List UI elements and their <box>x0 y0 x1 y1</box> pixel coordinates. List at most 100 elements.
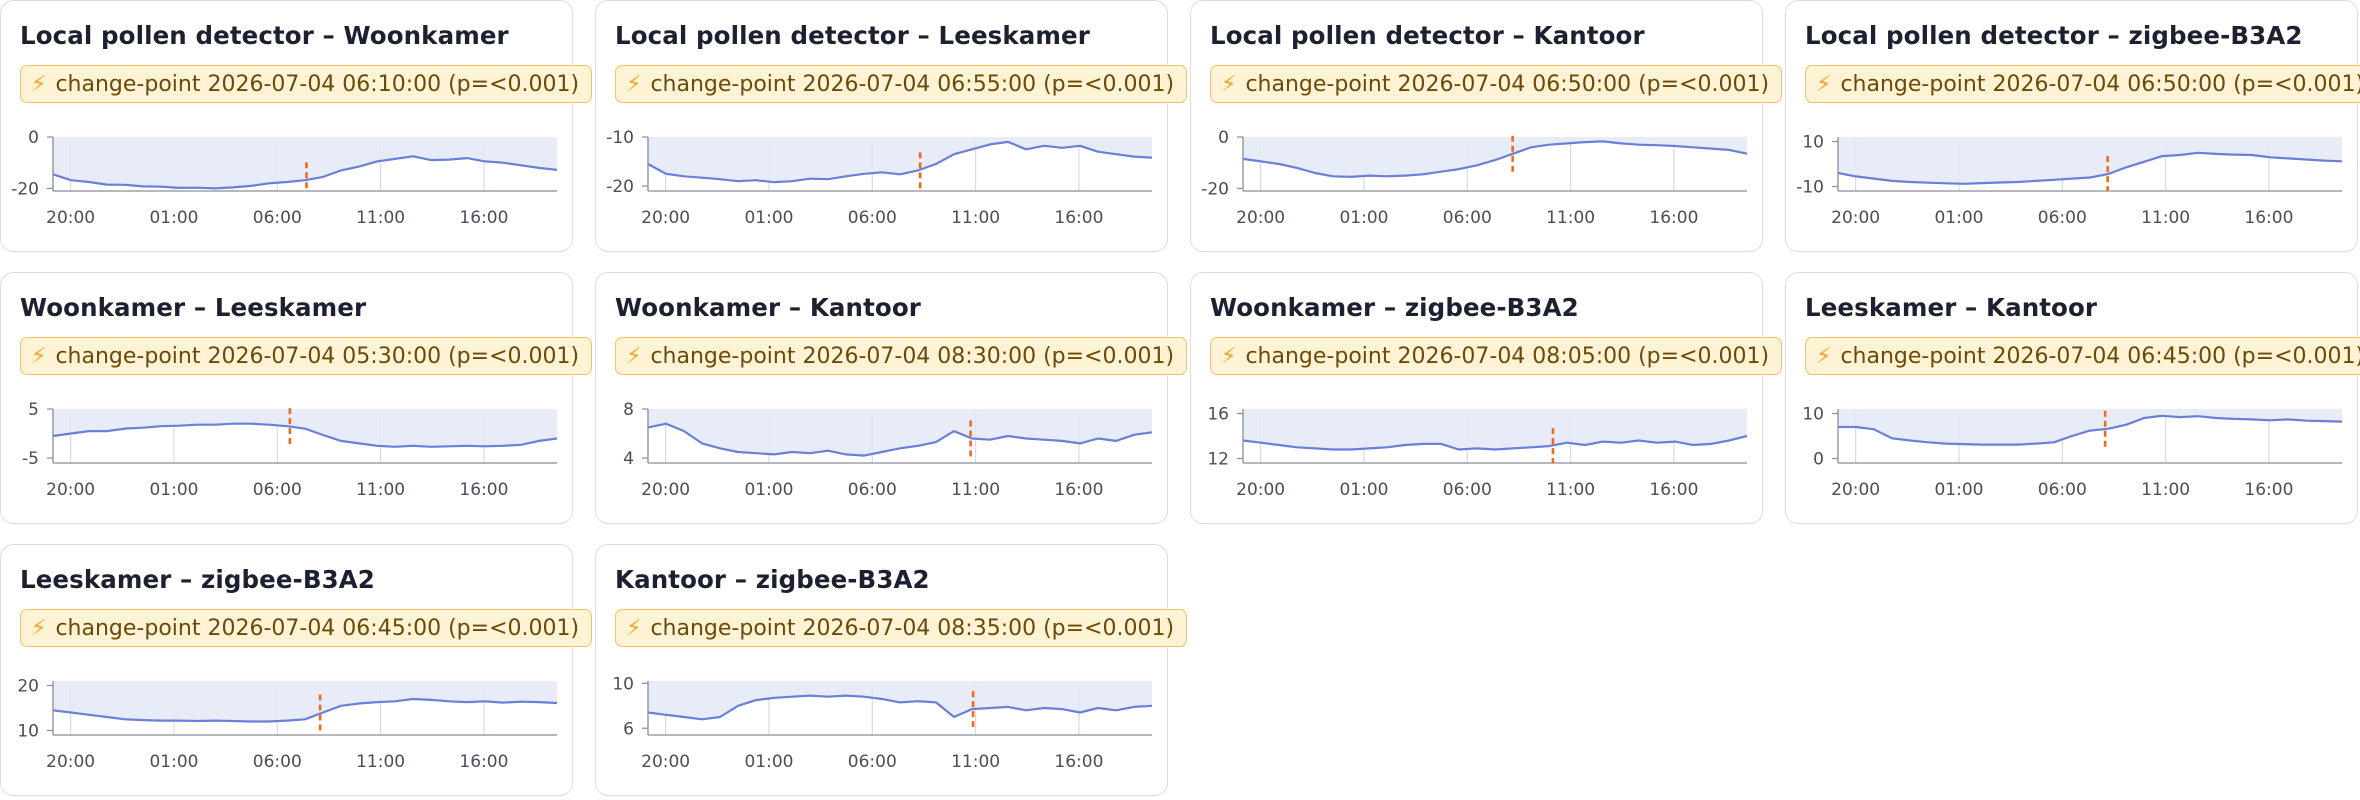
x-tick-label: 01:00 <box>1339 480 1388 500</box>
changepoint-badge: ⚡ change-point 2026-07-04 06:50:00 (p=<0.… <box>1210 65 1783 103</box>
changepoint-badge-text: change-point 2026-07-04 06:55:00 (p=<0.0… <box>650 71 1175 97</box>
x-tick-label: 16:00 <box>2244 208 2293 228</box>
lightning-bolt-icon: ⚡ <box>1221 343 1237 369</box>
changepoint-badge-text: change-point 2026-07-04 06:50:00 (p=<0.0… <box>1840 71 2360 97</box>
y-tick-label: 0 <box>1813 450 1824 470</box>
card-title: Woonkamer – Leeskamer <box>20 293 367 322</box>
y-tick-label: 10 <box>1802 405 1824 425</box>
changepoint-badge: ⚡ change-point 2026-07-04 06:10:00 (p=<0.… <box>20 65 593 103</box>
y-tick-label: 10 <box>612 674 634 694</box>
x-tick-label: 11:00 <box>951 752 1000 772</box>
timeseries-chart: 20:00 01:00 06:00 11:00 16:00 16 12 <box>1207 405 1748 500</box>
x-tick-label: 01:00 <box>1934 480 1983 500</box>
changepoint-badge: ⚡ change-point 2026-07-04 06:45:00 (p=<0.… <box>1805 337 2360 375</box>
x-tick-label: 06:00 <box>2038 480 2087 500</box>
x-tick-label: 16:00 <box>1649 208 1698 228</box>
timeseries-chart: 20:00 01:00 06:00 11:00 16:00 10 0 <box>1802 405 2343 500</box>
x-tick-label: 16:00 <box>1054 208 1103 228</box>
x-tick-label: 16:00 <box>2244 480 2293 500</box>
chart-card-local-pollen-detector-leeskamer: Local pollen detector – Leeskamer ⚡ change… <box>595 0 1188 252</box>
changepoint-badge-text: change-point 2026-07-04 06:10:00 (p=<0.0… <box>55 71 580 97</box>
x-tick-label: 16:00 <box>459 480 508 500</box>
y-tick-label: 5 <box>28 400 39 420</box>
series-line <box>1242 140 1748 178</box>
series-line <box>1838 414 2343 446</box>
x-tick-label: 06:00 <box>1443 480 1492 500</box>
series-line <box>52 422 558 448</box>
lightning-bolt-icon: ⚡ <box>31 615 47 641</box>
x-tick-label: 16:00 <box>1054 752 1103 772</box>
x-tick-label: 20:00 <box>1236 208 1285 228</box>
x-tick-label: 06:00 <box>253 480 302 500</box>
x-tick-label: 01:00 <box>1934 208 1983 228</box>
x-tick-label: 11:00 <box>1546 480 1595 500</box>
lightning-bolt-icon: ⚡ <box>626 71 642 97</box>
card-title: Woonkamer – zigbee-B3A2 <box>1210 293 1579 322</box>
series-line <box>1837 151 2343 185</box>
chart-card-woonkamer-kantoor: Woonkamer – Kantoor ⚡ change-point 2026-07… <box>595 272 1188 524</box>
lightning-bolt-icon: ⚡ <box>1221 71 1237 97</box>
changepoint-badge-text: change-point 2026-07-04 08:35:00 (p=<0.0… <box>650 615 1175 641</box>
series-line <box>1242 434 1748 451</box>
timeseries-chart: 20:00 01:00 06:00 11:00 16:00 -10 -20 <box>606 128 1153 228</box>
series-area <box>1243 409 1747 450</box>
changepoint-badge: ⚡ change-point 2026-07-04 06:45:00 (p=<0.… <box>20 609 593 647</box>
x-tick-label: 11:00 <box>951 480 1000 500</box>
x-tick-label: 20:00 <box>641 752 690 772</box>
changepoint-badge: ⚡ change-point 2026-07-04 08:30:00 (p=<0.… <box>615 337 1188 375</box>
lightning-bolt-icon: ⚡ <box>1816 71 1832 97</box>
x-tick-label: 20:00 <box>1831 480 1880 500</box>
x-tick-label: 06:00 <box>848 752 897 772</box>
x-tick-label: 01:00 <box>149 480 198 500</box>
series-area <box>648 137 1152 183</box>
x-tick-label: 16:00 <box>459 208 508 228</box>
card-title: Local pollen detector – Leeskamer <box>615 21 1090 50</box>
series-line <box>647 694 1153 721</box>
series-area <box>53 681 557 722</box>
lightning-bolt-icon: ⚡ <box>31 71 47 97</box>
lightning-bolt-icon: ⚡ <box>626 343 642 369</box>
x-tick-label: 16:00 <box>459 752 508 772</box>
x-tick-label: 01:00 <box>1339 208 1388 228</box>
x-tick-label: 20:00 <box>46 480 95 500</box>
x-tick-label: 20:00 <box>46 208 95 228</box>
card-title: Woonkamer – Kantoor <box>615 293 921 322</box>
series-line <box>647 140 1153 184</box>
x-tick-label: 06:00 <box>1443 208 1492 228</box>
x-tick-label: 06:00 <box>2038 208 2087 228</box>
chart-card-local-pollen-detector-zigbee-b3a2: Local pollen detector – zigbee-B3A2 ⚡ chan… <box>1785 0 2360 252</box>
y-tick-label: -5 <box>22 449 39 469</box>
x-tick-label: 11:00 <box>2141 480 2190 500</box>
x-tick-label: 20:00 <box>641 208 690 228</box>
timeseries-chart: 20:00 01:00 06:00 11:00 16:00 0 -20 <box>1201 128 1748 228</box>
series-area <box>1838 409 2342 445</box>
series-area <box>1243 137 1747 177</box>
x-tick-label: 06:00 <box>848 480 897 500</box>
timeseries-chart: 20:00 01:00 06:00 11:00 16:00 5 -5 <box>22 400 558 500</box>
x-tick-label: 06:00 <box>253 752 302 772</box>
timeseries-chart: 20:00 01:00 06:00 11:00 16:00 8 4 <box>623 400 1153 500</box>
series-area <box>1838 137 2342 184</box>
card-title: Local pollen detector – Kantoor <box>1210 21 1645 50</box>
x-tick-label: 06:00 <box>253 208 302 228</box>
x-tick-label: 06:00 <box>848 208 897 228</box>
timeseries-chart: 20:00 01:00 06:00 11:00 16:00 10 6 <box>612 674 1153 772</box>
y-tick-label: -20 <box>1201 179 1229 199</box>
x-tick-label: 01:00 <box>744 752 793 772</box>
chart-card-woonkamer-zigbee-b3a2: Woonkamer – zigbee-B3A2 ⚡ change-point 202… <box>1190 272 1783 524</box>
changepoint-badge: ⚡ change-point 2026-07-04 06:55:00 (p=<0.… <box>615 65 1188 103</box>
changepoint-badge-text: change-point 2026-07-04 06:45:00 (p=<0.0… <box>55 615 580 641</box>
series-area <box>648 409 1152 456</box>
x-tick-label: 01:00 <box>149 208 198 228</box>
card-title: Kantoor – zigbee-B3A2 <box>615 565 930 594</box>
changepoint-badge: ⚡ change-point 2026-07-04 08:05:00 (p=<0.… <box>1210 337 1783 375</box>
x-tick-label: 20:00 <box>1236 480 1285 500</box>
card-title: Local pollen detector – zigbee-B3A2 <box>1805 21 2303 50</box>
chart-card-kantoor-zigbee-b3a2: Kantoor – zigbee-B3A2 ⚡ change-point 2026-… <box>595 544 1188 796</box>
lightning-bolt-icon: ⚡ <box>1816 343 1832 369</box>
x-tick-label: 16:00 <box>1649 480 1698 500</box>
card-title: Local pollen detector – Woonkamer <box>20 21 509 50</box>
chart-card-local-pollen-detector-kantoor: Local pollen detector – Kantoor ⚡ change-p… <box>1190 0 1783 252</box>
changepoint-badge-text: change-point 2026-07-04 05:30:00 (p=<0.0… <box>55 343 580 369</box>
